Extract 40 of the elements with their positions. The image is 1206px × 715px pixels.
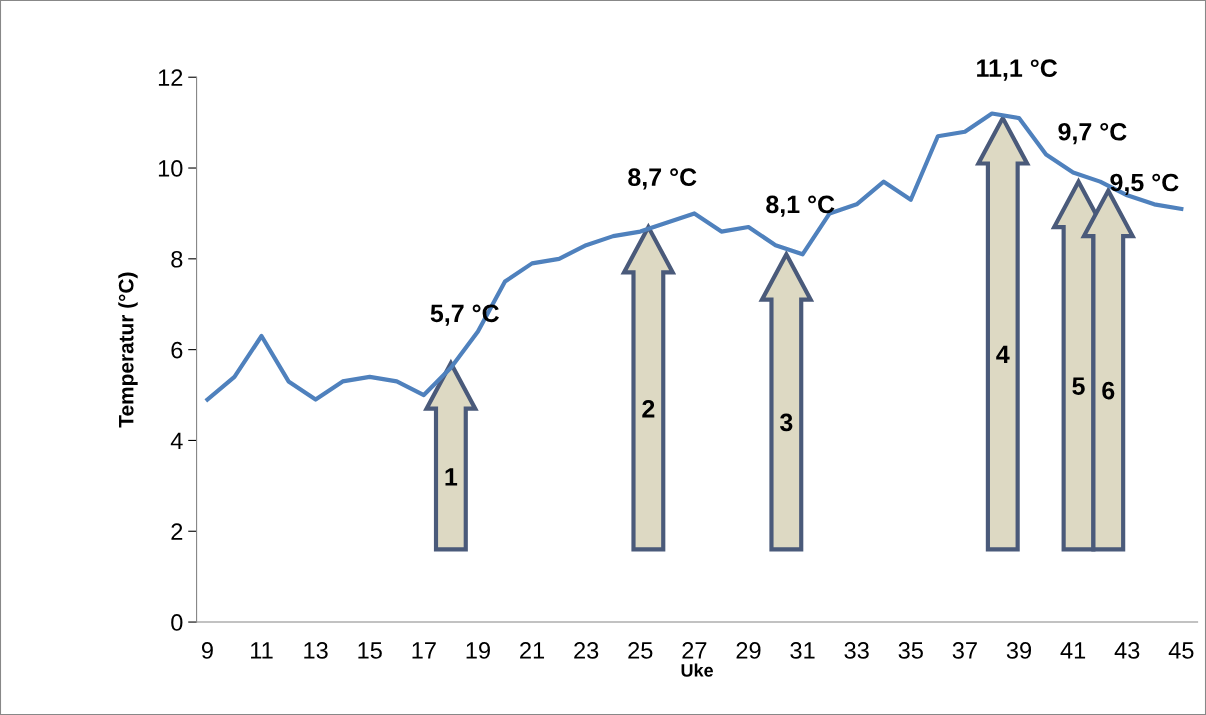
annotation: 2 xyxy=(642,399,655,418)
y-tick-label: 8 xyxy=(171,250,183,268)
y-tick-label: 6 xyxy=(171,341,183,359)
x-tick-label: 29 xyxy=(736,642,761,659)
x-tick-label: 31 xyxy=(790,642,815,659)
x-tick-label: 25 xyxy=(628,642,653,659)
annotation: 5 xyxy=(1072,377,1085,395)
x-tick-label: 27 xyxy=(682,642,707,659)
x-tick-label: 33 xyxy=(844,642,869,659)
annotation: 9,7 °C xyxy=(1058,122,1127,145)
annotation: 6 xyxy=(1102,381,1115,400)
y-tick-label: 0 xyxy=(171,614,183,631)
x-tick-label: 41 xyxy=(1060,642,1086,659)
x-tick-label: 11 xyxy=(251,642,273,659)
x-tick-label: 39 xyxy=(1006,642,1032,659)
x-tick-label: 9 xyxy=(201,642,213,659)
annotation: 9,5 °C xyxy=(1110,173,1179,195)
annotation: 3 xyxy=(779,413,793,432)
x-axis-title: Uke xyxy=(681,663,714,677)
x-tick-label: 23 xyxy=(574,642,599,659)
annotation: 4 xyxy=(996,345,1010,363)
x-tick-label: 45 xyxy=(1168,642,1194,659)
y-tick-label: 4 xyxy=(170,432,183,449)
x-tick-label: 15 xyxy=(358,642,382,659)
y-tick-label: 10 xyxy=(158,160,183,177)
x-tick-label: 17 xyxy=(412,642,436,659)
annotation: 8,7 °C xyxy=(628,168,697,190)
annotation: 11,1 °C xyxy=(977,59,1058,81)
annotation: 8,1 °C xyxy=(766,195,835,217)
annotation: 1 xyxy=(445,468,458,486)
y-tick-label: 12 xyxy=(158,69,183,86)
x-tick-label: 35 xyxy=(898,642,923,659)
x-tick-label: 19 xyxy=(466,642,490,659)
y-axis-title: Temperatur (°C) xyxy=(118,272,138,428)
x-tick-label: 21 xyxy=(520,642,545,659)
x-tick-label: 37 xyxy=(952,642,977,659)
x-tick-label: 43 xyxy=(1114,642,1140,659)
line-series xyxy=(205,111,1184,402)
x-tick-label: 13 xyxy=(304,642,328,659)
y-tick-label: 2 xyxy=(171,523,183,540)
